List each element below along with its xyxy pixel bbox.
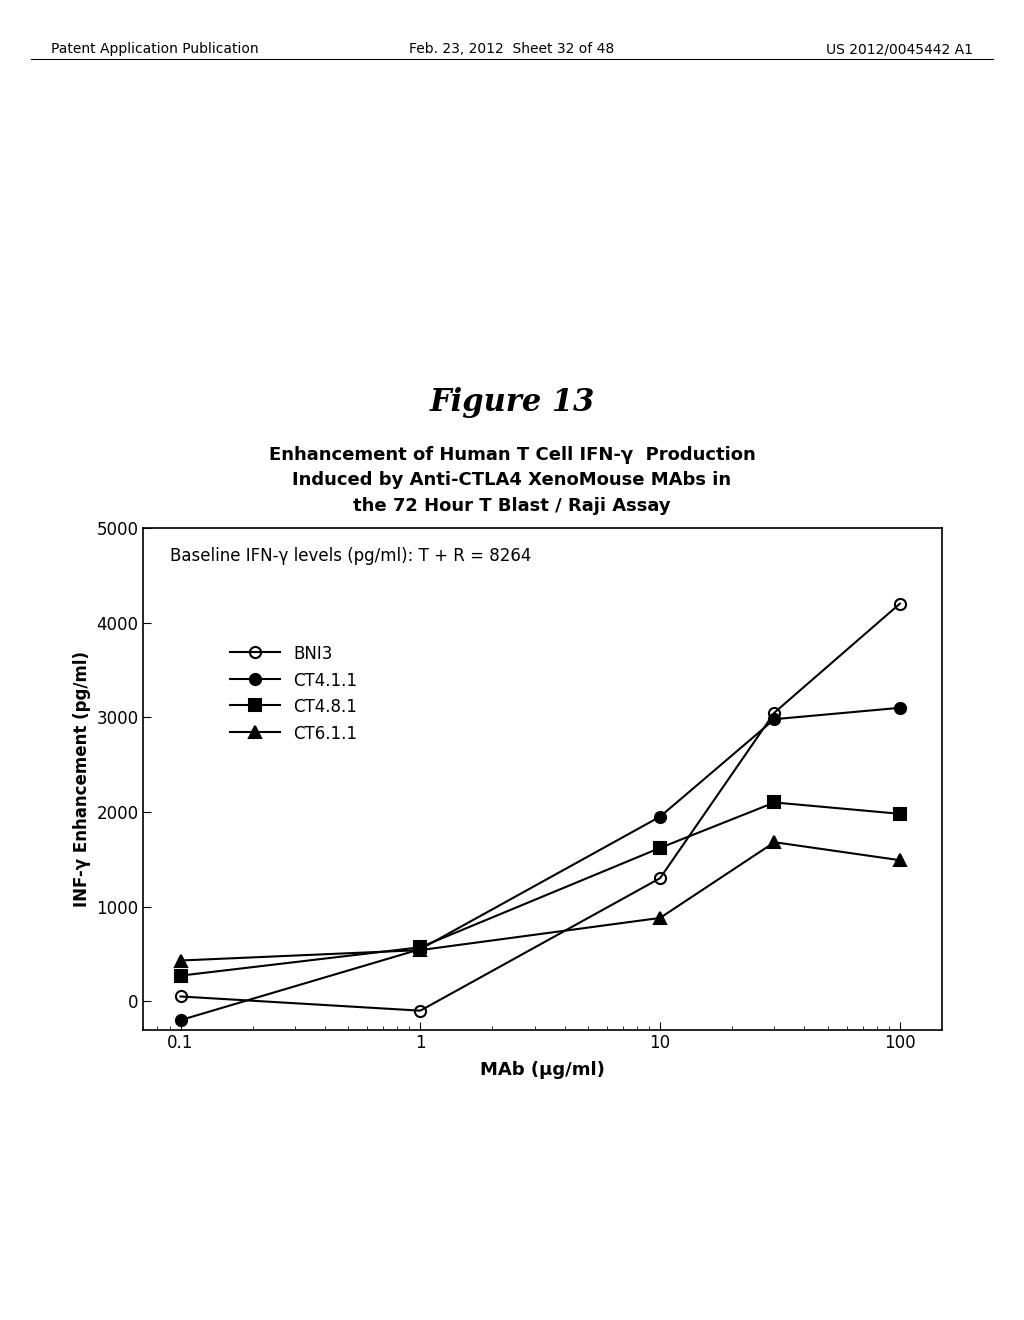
CT6.1.1	[654, 909, 667, 925]
CT4.8.1	[894, 807, 906, 822]
CT6.1.1	[894, 853, 906, 869]
CT6.1.1	[414, 942, 426, 958]
BNI3	[414, 1003, 426, 1019]
BNI3	[894, 595, 906, 611]
CT4.1.1	[894, 700, 906, 715]
Text: Patent Application Publication: Patent Application Publication	[51, 42, 259, 57]
CT4.8.1	[174, 968, 186, 983]
CT4.1.1	[174, 1012, 186, 1028]
CT4.8.1	[654, 840, 667, 855]
Text: Baseline IFN-γ levels (pg/ml): T + R = 8264: Baseline IFN-γ levels (pg/ml): T + R = 8…	[170, 546, 530, 565]
Line: CT6.1.1: CT6.1.1	[175, 837, 905, 966]
CT4.1.1	[654, 809, 667, 825]
Text: US 2012/0045442 A1: US 2012/0045442 A1	[825, 42, 973, 57]
CT6.1.1	[174, 953, 186, 969]
CT4.1.1	[768, 711, 780, 727]
Line: CT4.8.1: CT4.8.1	[175, 797, 905, 981]
Text: Feb. 23, 2012  Sheet 32 of 48: Feb. 23, 2012 Sheet 32 of 48	[410, 42, 614, 57]
Line: BNI3: BNI3	[175, 598, 905, 1016]
CT4.1.1	[414, 941, 426, 957]
CT4.8.1	[414, 940, 426, 956]
Text: Figure 13: Figure 13	[429, 387, 595, 418]
BNI3	[768, 705, 780, 721]
CT6.1.1	[768, 834, 780, 850]
BNI3	[654, 870, 667, 886]
Text: Induced by Anti-CTLA4 XenoMouse MAbs in: Induced by Anti-CTLA4 XenoMouse MAbs in	[293, 471, 731, 490]
CT4.8.1	[768, 795, 780, 810]
BNI3	[174, 989, 186, 1005]
Legend: BNI3, CT4.1.1, CT4.8.1, CT6.1.1: BNI3, CT4.1.1, CT4.8.1, CT6.1.1	[223, 639, 364, 750]
Y-axis label: INF-γ Enhancement (pg/ml): INF-γ Enhancement (pg/ml)	[73, 651, 91, 907]
Text: the 72 Hour T Blast / Raji Assay: the 72 Hour T Blast / Raji Assay	[353, 496, 671, 515]
Text: Enhancement of Human T Cell IFN-γ  Production: Enhancement of Human T Cell IFN-γ Produc…	[268, 446, 756, 465]
Line: CT4.1.1: CT4.1.1	[175, 702, 905, 1026]
X-axis label: MAb (μg/ml): MAb (μg/ml)	[480, 1061, 605, 1078]
